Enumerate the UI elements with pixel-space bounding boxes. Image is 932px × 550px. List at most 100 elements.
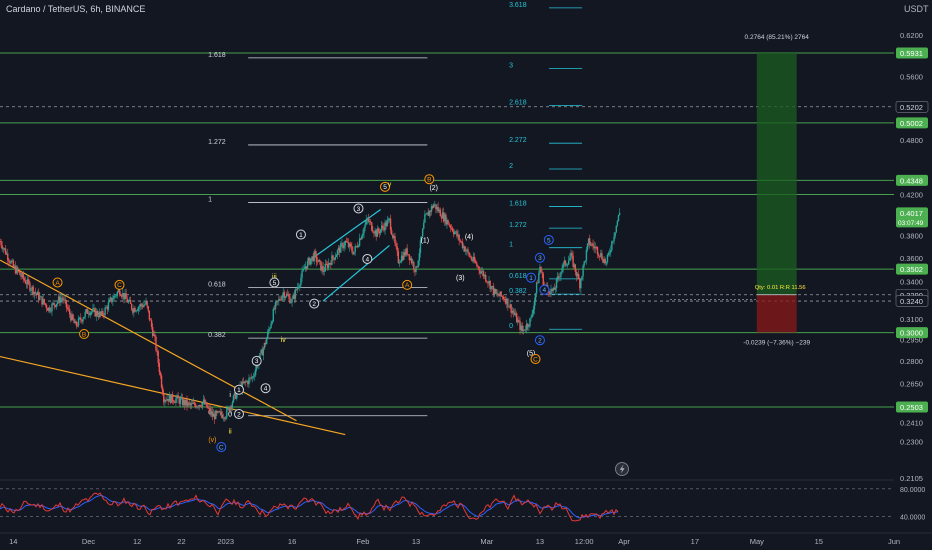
candle-body: [145, 301, 147, 305]
candle-body: [324, 263, 326, 272]
candle-body: [467, 249, 469, 253]
level-price-label: 0.4348: [900, 176, 923, 185]
long-position-tool[interactable]: 0.2764 (85.21%) 2764 -0.0239 (−7.36%) −23…: [670, 34, 811, 347]
lightning-icon[interactable]: [615, 462, 629, 476]
candle-body: [190, 403, 193, 406]
wave-label: 4: [366, 256, 370, 263]
candle-body: [359, 238, 362, 240]
candle-body: [549, 292, 551, 295]
candle-body: [606, 254, 609, 263]
candle-body: [589, 238, 591, 246]
candle-body: [298, 286, 300, 288]
candle-body: [26, 279, 29, 285]
wave-label: C: [219, 444, 224, 451]
wave-label-circle: [534, 335, 545, 346]
price-tick-label: 0.4200: [900, 191, 923, 200]
candle-body: [247, 381, 249, 385]
candle-body: [196, 406, 198, 408]
time-axis[interactable]: 14 Dec 12 22 2023 16 Feb 13 Mar 13 12:00 Apr 17 May 15…: [0, 532, 932, 546]
time-tick-label: Jun: [888, 537, 900, 546]
candle-body: [129, 299, 132, 304]
candle-body: [542, 273, 544, 286]
candle-body: [201, 402, 204, 407]
rsi-pane[interactable]: 80.0000 40.0000: [0, 479, 925, 522]
candle-body: [198, 405, 200, 407]
candle-body: [125, 293, 127, 299]
candle-body: [374, 230, 376, 234]
candle-body: [427, 212, 429, 216]
candle-body: [550, 288, 552, 295]
time-tick-label: Feb: [356, 537, 369, 546]
candle-body: [618, 212, 621, 216]
candle-body: [241, 381, 244, 391]
candle-body: [278, 298, 280, 301]
candle-body: [415, 266, 417, 272]
trendline: [0, 259, 297, 422]
candle-body: [344, 240, 346, 246]
candle-body: [106, 307, 109, 310]
candle-body: [29, 282, 31, 291]
candle-body: [66, 307, 69, 309]
price-axis[interactable]: 0.6200 0.5600 0.4800 0.4200 0.3800 0.3600 0.34…: [894, 0, 932, 550]
candle-body: [271, 321, 273, 324]
candle-body: [397, 251, 400, 263]
candle-body: [383, 227, 385, 231]
candle-body: [117, 289, 120, 292]
candlesticks: [0, 200, 621, 424]
candle-body: [31, 286, 33, 290]
candle-body: [112, 299, 114, 302]
candle-body: [608, 252, 611, 254]
candle-body: [492, 285, 495, 295]
candle-body: [194, 402, 196, 405]
candle-body: [119, 294, 122, 296]
candle-body: [254, 369, 257, 376]
candle-body: [176, 395, 178, 399]
candle-body: [367, 218, 370, 222]
wave-label: 4: [543, 287, 547, 294]
bar-countdown: 03:07:49: [898, 220, 924, 227]
fib-label: 2.272: [509, 137, 527, 144]
candle-body: [469, 256, 471, 258]
candle-body: [404, 252, 406, 256]
candle-body: [300, 277, 302, 285]
wave-label-circle: [260, 383, 271, 394]
candle-body: [434, 204, 436, 206]
candle-body: [331, 255, 333, 265]
candle-body: [146, 301, 148, 307]
candle-body: [607, 252, 610, 255]
candle-body: [53, 302, 55, 306]
candle-body: [461, 241, 464, 248]
candle-body: [421, 228, 424, 237]
candle-body: [615, 225, 617, 233]
price-tick-label: 0.2650: [900, 380, 923, 389]
price-tick-label: 0.3100: [900, 315, 923, 324]
candle-body: [203, 399, 206, 405]
candle-body: [264, 342, 267, 345]
candle-body: [166, 399, 168, 401]
candle-body: [590, 245, 592, 246]
candle-body: [340, 243, 342, 253]
candle-body: [109, 297, 112, 300]
candle-body: [282, 292, 284, 296]
candle-body: [540, 267, 542, 273]
candle-body: [171, 394, 174, 402]
candle-body: [49, 307, 51, 312]
candle-body: [379, 229, 382, 234]
candle-body: [322, 266, 324, 272]
candle-body: [173, 401, 175, 403]
candle-body: [523, 329, 526, 331]
candle-body: [292, 294, 294, 299]
candle-body: [184, 399, 186, 406]
candle-body: [46, 308, 49, 311]
wave-label-circle: [79, 328, 90, 339]
time-tick-label: 16: [288, 537, 296, 546]
candle-body: [33, 291, 35, 295]
candle-body: [25, 283, 28, 285]
candle-body: [350, 243, 352, 247]
candle-body: [72, 314, 74, 320]
level-price-tag: [895, 100, 929, 113]
candle-body: [60, 298, 62, 303]
candle-body: [304, 266, 307, 269]
